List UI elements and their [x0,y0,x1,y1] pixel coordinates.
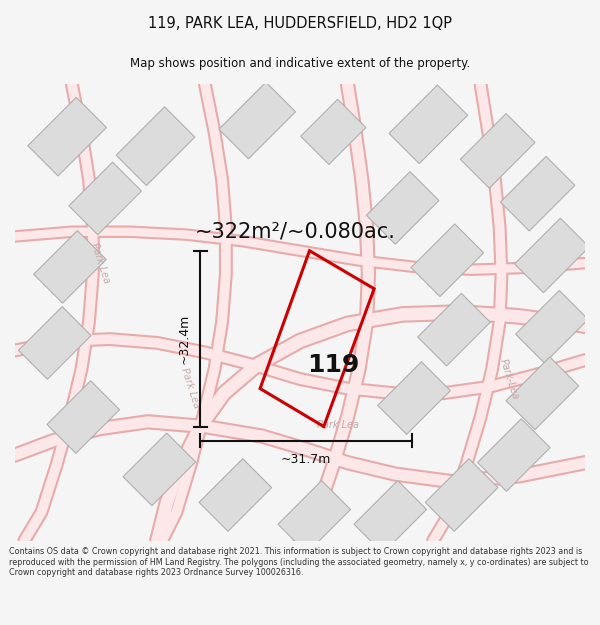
Polygon shape [219,82,296,159]
Text: Park Lea: Park Lea [317,419,359,429]
Polygon shape [278,481,350,553]
Polygon shape [19,307,91,379]
Polygon shape [199,459,272,531]
Polygon shape [418,293,490,366]
Polygon shape [478,419,550,491]
Polygon shape [425,459,498,531]
Polygon shape [301,99,366,164]
Polygon shape [411,224,484,296]
Polygon shape [515,291,588,363]
Polygon shape [123,433,196,506]
Text: ~32.4m: ~32.4m [178,314,191,364]
Polygon shape [506,357,578,429]
Polygon shape [354,481,427,553]
Text: Park Lea: Park Lea [179,367,202,410]
Polygon shape [460,114,535,188]
Polygon shape [116,107,195,186]
Polygon shape [515,218,589,292]
Polygon shape [500,156,575,231]
Polygon shape [69,162,142,235]
Text: ~31.7m: ~31.7m [281,453,331,466]
Polygon shape [28,98,106,176]
Text: Map shows position and indicative extent of the property.: Map shows position and indicative extent… [130,57,470,70]
Polygon shape [47,381,119,453]
Polygon shape [378,362,451,434]
Polygon shape [367,172,439,244]
Text: ~322m²/~0.080ac.: ~322m²/~0.080ac. [195,222,395,242]
Polygon shape [389,85,467,164]
Polygon shape [34,231,106,303]
Text: Park Lea: Park Lea [89,241,112,284]
Text: Contains OS data © Crown copyright and database right 2021. This information is : Contains OS data © Crown copyright and d… [9,548,589,577]
Text: Park-Lea: Park-Lea [498,357,520,401]
Text: 119, PARK LEA, HUDDERSFIELD, HD2 1QP: 119, PARK LEA, HUDDERSFIELD, HD2 1QP [148,16,452,31]
Text: 119: 119 [307,352,359,377]
